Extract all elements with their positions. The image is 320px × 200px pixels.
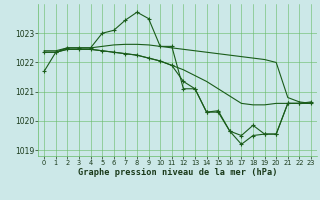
X-axis label: Graphe pression niveau de la mer (hPa): Graphe pression niveau de la mer (hPa) (78, 168, 277, 177)
